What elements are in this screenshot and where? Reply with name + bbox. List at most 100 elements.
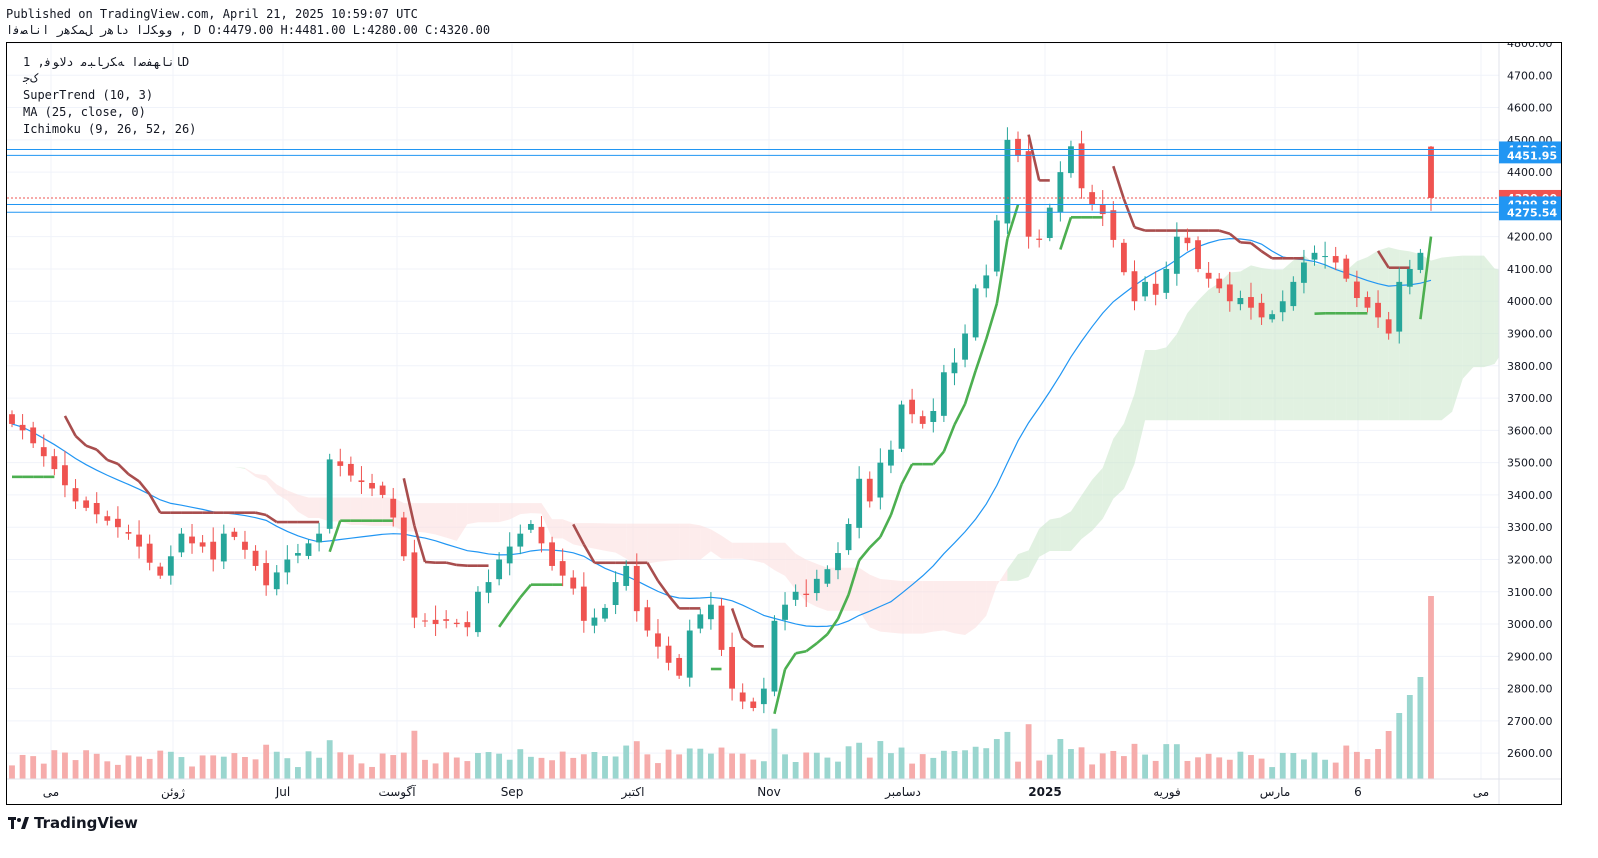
candle-body[interactable] [549, 542, 555, 566]
candle-body[interactable] [835, 553, 841, 571]
candle-body[interactable] [337, 461, 344, 466]
candle-body[interactable] [824, 569, 831, 584]
candle-body[interactable] [538, 526, 545, 544]
candle-body[interactable] [347, 463, 354, 476]
candle-body[interactable] [951, 362, 958, 374]
candle-body[interactable] [295, 553, 301, 556]
candle-body[interactable] [1131, 271, 1138, 302]
candle-body[interactable] [909, 399, 916, 415]
candle-body[interactable] [527, 523, 534, 530]
candle-body[interactable] [51, 456, 58, 470]
candle-body[interactable] [739, 692, 746, 702]
candle-body[interactable] [813, 578, 820, 594]
candle-body[interactable] [72, 488, 79, 502]
candle-body[interactable] [676, 657, 683, 676]
candle-body[interactable] [1279, 301, 1286, 313]
candle-body[interactable] [1353, 281, 1360, 299]
candle-body[interactable] [591, 617, 598, 626]
candle-body[interactable] [432, 619, 439, 625]
candle-body[interactable] [1332, 256, 1339, 263]
legend-ichimoku[interactable]: Ichimoku (9, 26, 52, 26) [23, 122, 197, 136]
candle-body[interactable] [1110, 210, 1117, 240]
candle-body[interactable] [411, 552, 418, 618]
candle-body[interactable] [1375, 302, 1381, 318]
candle-body[interactable] [464, 622, 471, 628]
legend-ma[interactable]: MA (25, close, 0) [23, 105, 146, 119]
candle-body[interactable] [40, 447, 47, 457]
candle-body[interactable] [93, 503, 100, 515]
candle-body[interactable] [1184, 237, 1191, 244]
candle-body[interactable] [506, 546, 513, 564]
candle-body[interactable] [210, 541, 217, 560]
candle-body[interactable] [1417, 252, 1424, 270]
candle-body[interactable] [242, 541, 248, 550]
candle-body[interactable] [1078, 143, 1085, 189]
candle-body[interactable] [400, 517, 407, 557]
candle-body[interactable] [167, 556, 174, 576]
candle-body[interactable] [305, 543, 312, 556]
candle-body[interactable] [358, 480, 365, 483]
chart-frame[interactable]: 2600.00 2700.00 2800.00 2900.00 3000.00 3100.… [6, 42, 1562, 805]
candle-body[interactable] [30, 427, 37, 444]
candle-body[interactable] [792, 591, 799, 600]
candle-body[interactable] [972, 288, 979, 338]
candle-body[interactable] [369, 482, 375, 489]
candle-body[interactable] [750, 701, 757, 708]
candle-body[interactable] [1385, 319, 1392, 334]
candle-body[interactable] [136, 534, 142, 547]
candle-body[interactable] [1301, 262, 1307, 283]
candle-body[interactable] [1269, 314, 1276, 320]
candle-body[interactable] [19, 424, 26, 431]
candle-body[interactable] [877, 462, 884, 498]
candle-body[interactable] [1068, 146, 1074, 174]
candle-body[interactable] [559, 561, 566, 576]
candle-body[interactable] [517, 533, 524, 547]
candle-body[interactable] [1311, 252, 1318, 260]
candle-body[interactable] [1163, 268, 1170, 293]
candle-body[interactable] [1195, 240, 1201, 269]
candle-body[interactable] [125, 532, 132, 534]
candle-body[interactable] [866, 478, 873, 502]
time-axis[interactable]: می ژوئن Jul آگوست Sep اکتبر Nov دسامبر 2025 فوریه… [43, 784, 1489, 800]
candle-body[interactable] [633, 565, 640, 612]
candle-body[interactable] [888, 449, 894, 466]
candle-body[interactable] [919, 416, 926, 424]
candle-body[interactable] [1396, 281, 1403, 332]
candle-body[interactable] [475, 591, 481, 633]
candle-body[interactable] [220, 533, 227, 562]
candle-body[interactable] [379, 485, 386, 495]
candle-body[interactable] [1248, 297, 1254, 308]
candle-body[interactable] [1406, 268, 1413, 287]
candle-body[interactable] [1173, 236, 1180, 274]
candle-body[interactable] [252, 550, 259, 566]
candle-body[interactable] [1004, 139, 1011, 224]
candle-body[interactable] [1099, 204, 1106, 215]
candle-body[interactable] [1428, 146, 1434, 198]
tradingview-logo[interactable]: TradingView [8, 814, 138, 832]
legend-supertrend[interactable]: SuperTrend (10, 3) [23, 88, 154, 102]
candle-body[interactable] [485, 582, 492, 593]
candle-body[interactable] [231, 531, 238, 537]
candle-body[interactable] [9, 414, 15, 424]
candle-body[interactable] [898, 404, 905, 449]
candle-body[interactable] [1152, 283, 1159, 295]
candle-body[interactable] [1015, 138, 1021, 156]
candle-body[interactable] [940, 372, 947, 416]
candle-body[interactable] [803, 593, 810, 595]
candle-body[interactable] [1322, 256, 1329, 258]
candle-body[interactable] [443, 619, 450, 621]
candle-body[interactable] [760, 688, 767, 705]
candle-body[interactable] [390, 498, 397, 518]
candle-body[interactable] [1057, 172, 1064, 213]
candle-body[interactable] [1226, 284, 1233, 302]
price-chart[interactable]: 2600.00 2700.00 2800.00 2900.00 3000.00 3100.… [7, 43, 1561, 804]
candle-body[interactable] [1142, 281, 1148, 297]
candle-body[interactable] [644, 607, 651, 631]
candle-body[interactable] [655, 633, 661, 647]
candle-body[interactable] [707, 604, 714, 620]
candle-body[interactable] [782, 604, 788, 620]
candle-body[interactable] [1237, 298, 1244, 305]
candle-body[interactable] [930, 411, 937, 422]
candle-body[interactable] [686, 630, 693, 678]
candle-body[interactable] [1343, 258, 1350, 279]
